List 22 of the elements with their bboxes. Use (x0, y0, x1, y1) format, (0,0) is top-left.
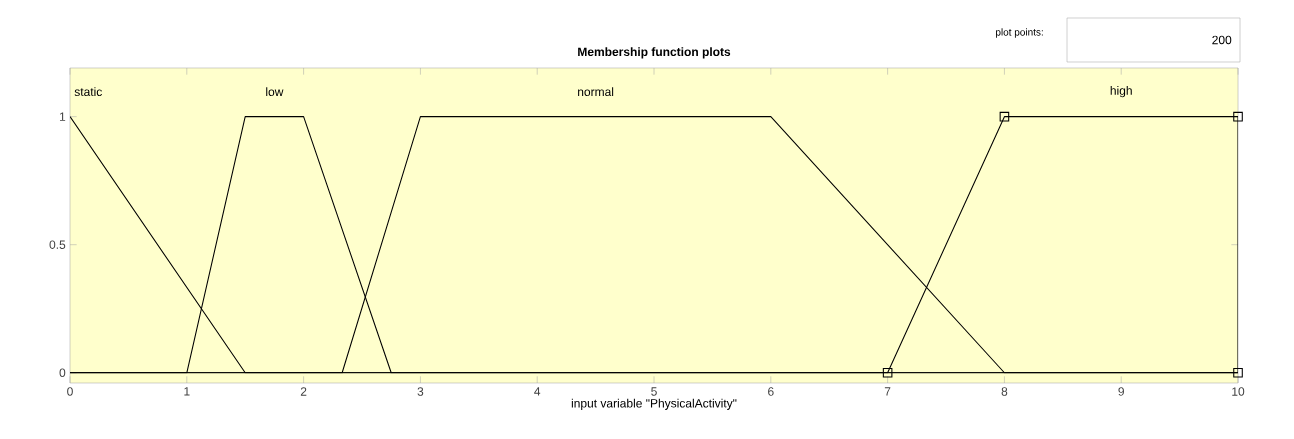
series-label: high (1110, 86, 1132, 98)
x-tick-label: 5 (651, 387, 657, 396)
series-label: low (266, 87, 284, 97)
y-tick-label: 0 (59, 368, 66, 378)
x-tick-label: 7 (884, 387, 891, 396)
x-tick-label: 6 (768, 387, 774, 396)
x-tick-label: 9 (1118, 387, 1124, 396)
x-tick-label: 1 (184, 387, 190, 396)
chart-title: Membership function plots (578, 47, 731, 59)
text: plot points: (996, 28, 1043, 38)
x-tick-label: 8 (1001, 387, 1008, 396)
x-tick-label: 3 (417, 387, 424, 396)
y-tick-label: 0.5 (49, 240, 66, 249)
x-axis-title: input variable "PhysicalActivity" (571, 398, 737, 410)
series-label: static (74, 87, 102, 97)
series-label: normal (578, 87, 614, 97)
x-tick-label: 4 (534, 387, 541, 396)
x-tick-label: 10 (1232, 387, 1245, 396)
text: 200 (1212, 35, 1232, 45)
x-tick-label: 0 (67, 387, 73, 396)
x-tick-label: 2 (300, 387, 307, 396)
y-tick-label: 1 (59, 112, 66, 121)
